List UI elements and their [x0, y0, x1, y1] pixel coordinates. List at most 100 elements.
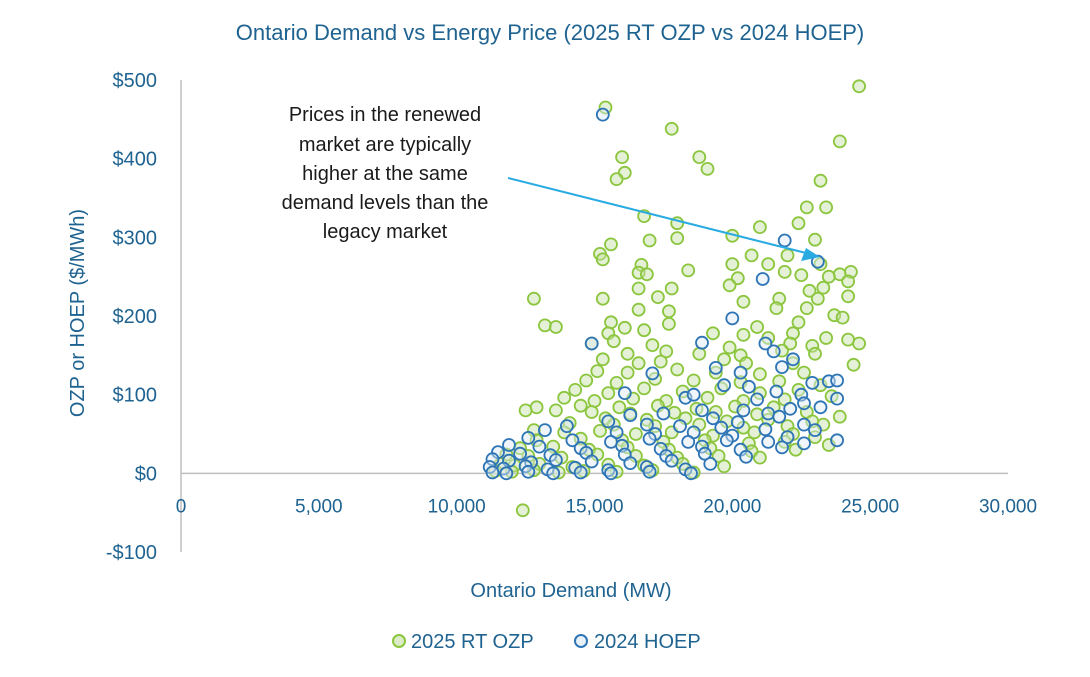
y-tick-label: $100 — [113, 385, 158, 407]
ozp-point — [780, 248, 795, 263]
ozp-point — [808, 232, 822, 247]
ozp-point — [799, 200, 814, 215]
hoep-point — [830, 391, 844, 406]
hoep-point — [642, 431, 657, 446]
y-tick-label: $0 — [135, 463, 157, 485]
hoep-point — [783, 401, 798, 416]
ozp-point — [706, 326, 720, 341]
ozp-point — [590, 364, 605, 379]
hoep-point — [485, 465, 500, 480]
hoep-point — [697, 446, 712, 461]
hoep-point — [703, 456, 718, 471]
hoep-point — [695, 335, 709, 350]
ozp-point — [808, 346, 822, 361]
legend-marker-2025-rt-ozp — [392, 634, 406, 648]
annotation: Prices in the renewed market are typical… — [282, 104, 820, 261]
ozp-point — [753, 450, 767, 465]
ozp-point — [587, 394, 602, 408]
x-axis-tick-labels: 0 5,000 10,000 15,000 20,000 25,000 30,000 — [176, 496, 1037, 517]
hoep-point — [739, 449, 753, 464]
hoep-point — [772, 409, 787, 424]
ozp-point — [584, 405, 599, 419]
ozp-point — [637, 323, 651, 338]
annotation-line: Prices in the renewed — [289, 104, 481, 126]
ozp-point — [664, 121, 679, 136]
hoep-point — [502, 438, 516, 452]
ozp-point — [609, 375, 624, 390]
legend-item-2025-rt-ozp[interactable]: 2025 RT OZP — [392, 631, 534, 653]
ozp-point — [653, 354, 668, 369]
ozp-point — [579, 373, 594, 388]
legend-label-2024-hoep: 2024 HOEP — [594, 631, 701, 653]
ozp-point — [808, 430, 822, 445]
legend-item-2024-hoep[interactable]: 2024 HOEP — [574, 631, 701, 653]
ozp-point — [662, 304, 676, 319]
hoep-point — [573, 465, 588, 480]
hoep-point — [695, 403, 709, 418]
hoep-point — [584, 336, 599, 351]
ozp-point — [631, 281, 646, 296]
ozp-point — [700, 390, 715, 405]
hoep-point — [560, 419, 574, 434]
hoep-point — [714, 420, 729, 435]
ozp-point — [595, 352, 610, 367]
legend: 2025 RT OZP 2024 HOEP — [392, 631, 701, 653]
hoep-point — [673, 419, 687, 434]
hoep-point — [805, 375, 820, 390]
hoep-point — [623, 408, 638, 423]
ozp-point — [667, 405, 682, 420]
x-axis-title: Ontario Demand (MW) — [470, 580, 671, 602]
ozp-point — [604, 237, 618, 252]
hoep-point — [808, 423, 822, 438]
hoep-point — [750, 392, 764, 407]
annotation-line: market are typically — [299, 134, 471, 156]
hoep-point — [521, 464, 536, 479]
hoep-point — [725, 311, 740, 326]
y-tick-label: $500 — [113, 70, 158, 92]
hoep-point — [686, 387, 701, 402]
ozp-point — [645, 338, 660, 353]
hoep-point — [761, 434, 776, 449]
ozp-point — [816, 280, 831, 295]
hoep-point — [758, 336, 773, 351]
hoep-point — [830, 373, 844, 388]
ozp-point — [557, 390, 572, 405]
ozp-point — [568, 382, 583, 397]
ozp-point — [604, 315, 618, 330]
hoep-point — [656, 406, 671, 421]
ozp-point — [810, 291, 825, 306]
ozp-point — [664, 281, 679, 296]
ozp-point — [681, 263, 696, 278]
y-tick-label: $200 — [113, 306, 158, 328]
hoep-point — [549, 453, 563, 467]
ozp-point — [598, 100, 613, 115]
hoep-point — [513, 446, 527, 461]
ozp-point — [753, 220, 767, 235]
ozp-point — [518, 403, 533, 418]
hoep-point — [664, 453, 679, 468]
ozp-point — [802, 283, 817, 298]
hoep-point — [584, 454, 599, 469]
ozp-point — [852, 336, 866, 351]
hoep-point — [642, 464, 657, 479]
hoep-point — [708, 360, 723, 375]
ozp-point — [769, 301, 784, 316]
hoep-point — [684, 466, 698, 481]
hoep-point — [769, 384, 784, 399]
y-tick-label: -$100 — [106, 542, 157, 564]
ozp-point — [538, 318, 552, 333]
hoep-point — [780, 430, 795, 445]
ozp-point — [717, 459, 731, 474]
x-tick-label: 20,000 — [703, 496, 761, 517]
chart-title: Ontario Demand vs Energy Price (2025 RT … — [236, 20, 865, 45]
ozp-point — [791, 216, 806, 231]
ozp-point — [692, 150, 707, 165]
ozp-point — [595, 291, 610, 306]
y-tick-label: $400 — [113, 149, 158, 171]
hoep-point — [777, 233, 792, 248]
hoep-point — [695, 439, 709, 454]
series-2025-rt-ozp — [488, 79, 866, 518]
ozp-point — [631, 302, 646, 317]
ozp-point — [772, 374, 787, 389]
ozp-point — [670, 362, 685, 377]
